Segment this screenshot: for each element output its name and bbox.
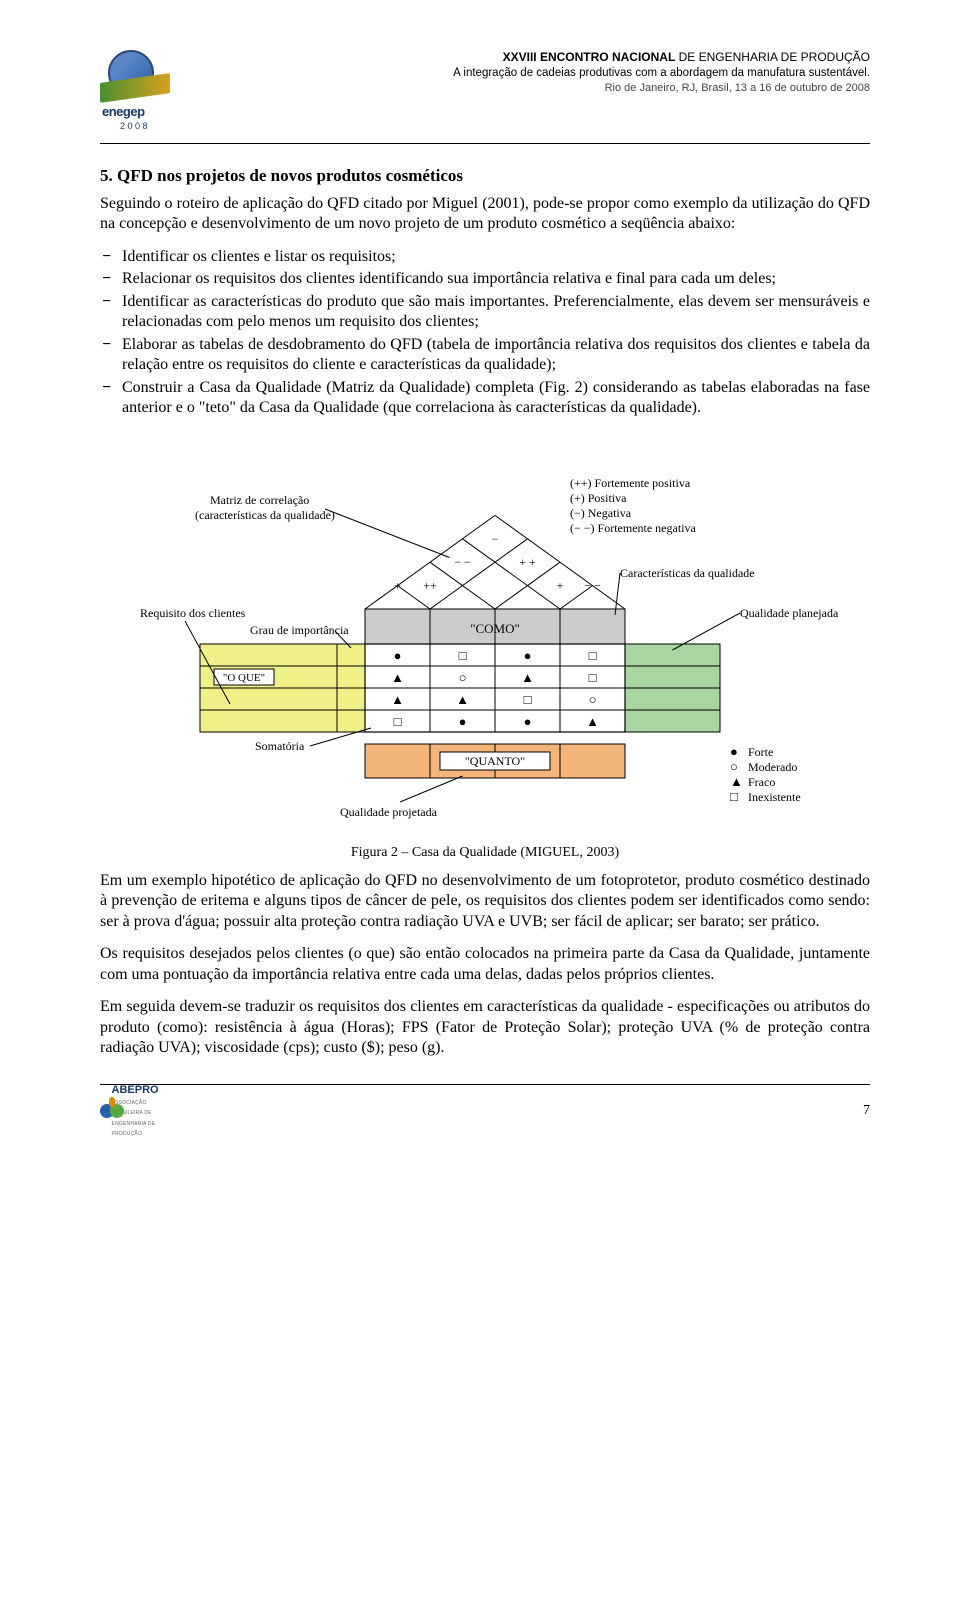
list-item: Elaborar as tabelas de desdobramento do … [122,335,870,376]
svg-text:●: ● [459,714,467,729]
svg-text:□: □ [459,648,467,663]
svg-text:(características da qualidade): (características da qualidade) [195,508,335,522]
svg-text:□: □ [394,714,402,729]
svg-text:▲: ▲ [391,692,404,707]
logo-text: enegep [102,104,145,119]
figure-house-of-quality: +++− −+ +−+− −"COMO""O QUE"●□●□▲○▲□▲▲□○□… [100,449,870,861]
svg-text:+ +: + + [519,555,536,569]
svg-text:(−) Negativa: (−) Negativa [570,506,632,520]
para-after-1: Em um exemplo hipotético de aplicação do… [100,871,870,932]
svg-text:▲: ▲ [521,670,534,685]
svg-text:●: ● [524,648,532,663]
page-footer: ABEPRO ASSOCIAÇÃO BRASILEIRA DE ENGENHAR… [100,1091,870,1143]
svg-text:Grau de importância: Grau de importância [250,623,349,637]
svg-text:□: □ [589,670,597,685]
svg-text:○: ○ [589,692,597,707]
svg-text:Características da qualidade: Características da qualidade [620,566,755,580]
svg-text:Inexistente: Inexistente [748,790,801,804]
svg-text:▲: ▲ [730,774,743,789]
logo-year: 2 0 0 8 [120,121,148,131]
header-line1-rest: DE ENGENHARIA DE PRODUÇÃO [675,50,870,64]
figure-caption: Figura 2 – Casa da Qualidade (MIGUEL, 20… [100,845,870,861]
svg-text:(++) Fortemente positiva: (++) Fortemente positiva [570,476,691,490]
svg-text:●: ● [524,714,532,729]
svg-text:+: + [557,578,564,592]
header-text-block: XXVIII ENCONTRO NACIONAL DE ENGENHARIA D… [188,50,870,95]
svg-text:●: ● [394,648,402,663]
intro-paragraph: Seguindo o roteiro de aplicação do QFD c… [100,194,870,235]
svg-text:Qualidade planejada: Qualidade planejada [740,606,839,620]
svg-text:▲: ▲ [456,692,469,707]
svg-text:++: ++ [423,578,437,592]
svg-text:□: □ [730,789,738,804]
hoq-svg: +++− −+ +−+− −"COMO""O QUE"●□●□▲○▲□▲▲□○□… [100,449,870,829]
header-line2: A integração de cadeias produtivas com a… [188,66,870,81]
page-header: enegep 2 0 0 8 XXVIII ENCONTRO NACIONAL … [100,50,870,125]
para-after-3: Em seguida devem-se traduzir os requisit… [100,997,870,1058]
svg-text:−: − [492,531,499,545]
abepro-logo: ABEPRO ASSOCIAÇÃO BRASILEIRA DE ENGENHAR… [100,1091,160,1131]
list-item: Identificar as características do produt… [122,292,870,333]
svg-text:□: □ [589,648,597,663]
svg-text:●: ● [730,744,738,759]
bullet-list: Identificar os clientes e listar os requ… [100,247,870,419]
svg-text:(+) Positiva: (+) Positiva [570,491,627,505]
footer-rule [100,1084,870,1085]
svg-text:Forte: Forte [748,745,773,759]
svg-text:Matriz de correlação: Matriz de correlação [210,493,309,507]
enegep-logo: enegep 2 0 0 8 [100,50,180,125]
svg-text:Fraco: Fraco [748,775,775,789]
svg-text:Somatória: Somatória [255,739,305,753]
list-item: Relacionar os requisitos dos clientes id… [122,269,870,289]
header-line3: Rio de Janeiro, RJ, Brasil, 13 a 16 de o… [188,81,870,95]
footer-logo-text: ABEPRO [112,1084,159,1096]
para-after-2: Os requisitos desejados pelos clientes (… [100,944,870,985]
header-line1-bold: XXVIII ENCONTRO NACIONAL [503,50,676,64]
svg-text:"QUANTO": "QUANTO" [465,754,525,768]
svg-text:− −: − − [584,578,601,592]
list-item: Identificar os clientes e listar os requ… [122,247,870,267]
svg-text:Moderado: Moderado [748,760,797,774]
svg-text:+: + [394,578,401,592]
svg-text:(− −) Fortemente negativa: (− −) Fortemente negativa [570,521,696,535]
page-number: 7 [863,1103,870,1119]
header-rule [100,143,870,144]
svg-text:○: ○ [459,670,467,685]
svg-text:▲: ▲ [586,714,599,729]
svg-text:Requisito dos clientes: Requisito dos clientes [140,606,246,620]
list-item: Construir a Casa da Qualidade (Matriz da… [122,378,870,419]
svg-text:□: □ [524,692,532,707]
svg-text:"O QUE": "O QUE" [223,672,265,684]
section-title: 5. QFD nos projetos de novos produtos co… [100,166,870,186]
svg-text:▲: ▲ [391,670,404,685]
svg-text:○: ○ [730,759,738,774]
svg-text:− −: − − [454,555,471,569]
svg-text:Qualidade projetada: Qualidade projetada [340,805,438,819]
